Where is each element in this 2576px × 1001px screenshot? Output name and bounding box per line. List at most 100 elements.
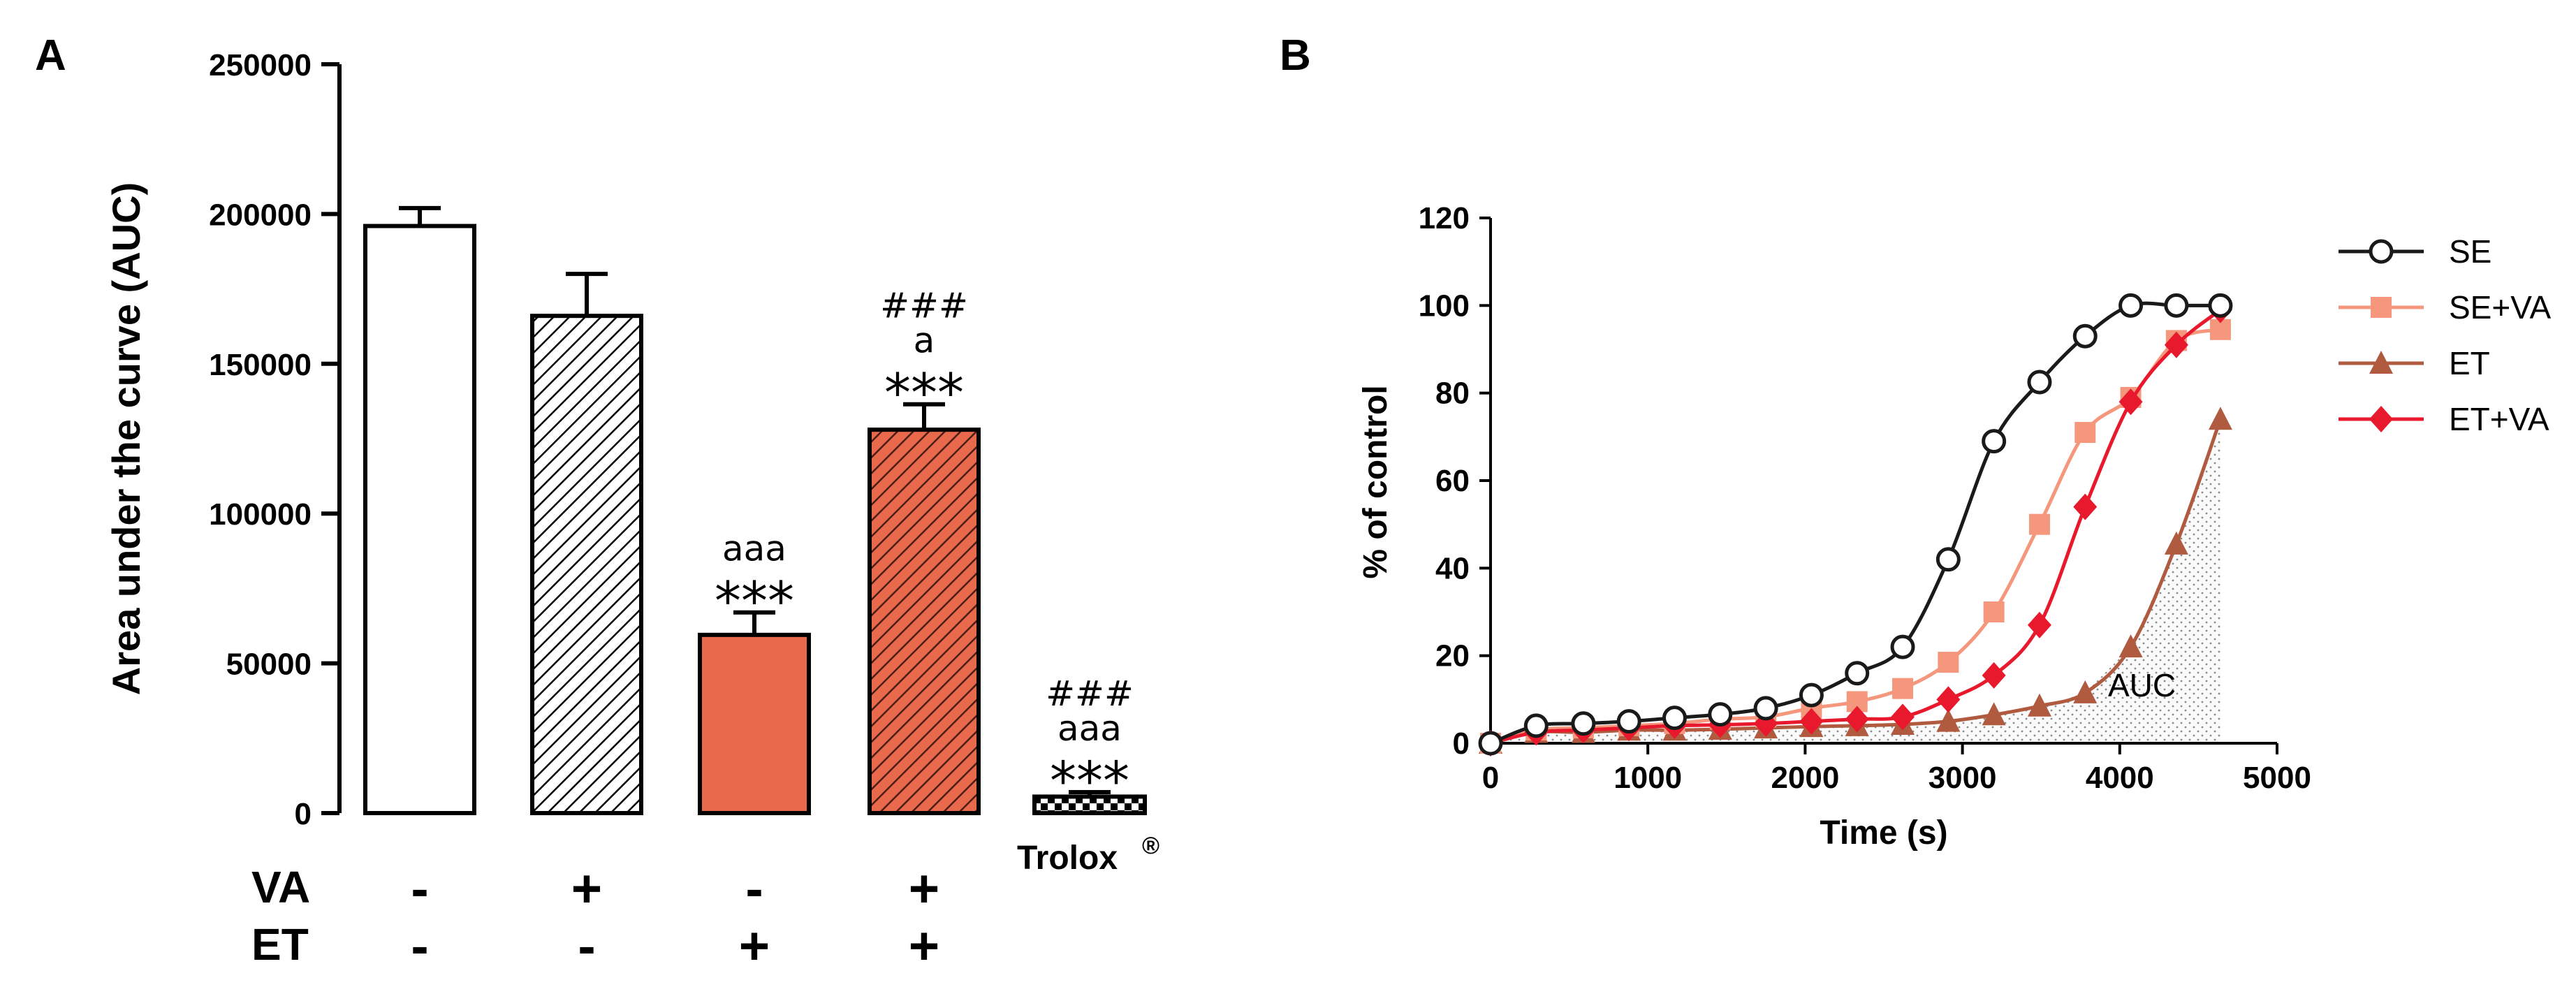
point-se: [1571, 711, 1596, 736]
legend-label-se: SE: [2449, 233, 2491, 270]
point-se-va: [2028, 513, 2050, 535]
legend-marker-se-va: [2371, 297, 2392, 318]
panel-b-x-label: Time (s): [1820, 814, 1947, 852]
bar-va: [530, 314, 643, 815]
significance-va-et-0: ###: [880, 286, 968, 326]
factor-sign: -: [411, 859, 428, 919]
factor-sign: +: [909, 916, 939, 976]
auc-area: [1491, 419, 2220, 743]
point-et-va: [2118, 388, 2143, 416]
legend-marker-et: [2369, 351, 2393, 374]
panel-b-y-label: % of control: [1357, 385, 1394, 578]
point-se: [1753, 696, 1778, 721]
auc-shaded-region: [1491, 419, 2220, 743]
panel-a-y-tick-label: 200000: [209, 198, 312, 232]
point-et-va: [1845, 706, 1869, 733]
point-et-va: [1799, 708, 1824, 735]
bar-va-et: [868, 428, 981, 815]
point-et: [2164, 531, 2188, 555]
point-se: [1799, 682, 1824, 708]
trolox-registered-mark: ®: [1142, 833, 1159, 859]
panel-b-y-tick-label: 0: [1453, 726, 1470, 761]
point-se: [1616, 709, 1641, 734]
bar-control: [363, 224, 476, 815]
legend-label-se-va: SE+VA: [2449, 289, 2551, 326]
point-et: [2027, 693, 2051, 717]
panel-a-annotations: ***aaa***a###***aaa###Trolox ®: [715, 286, 1159, 877]
panel-b-chart: 0 1000 2000 3000 4000 5000 0 20 40 60 80 100 120 Tim…: [1357, 201, 2551, 852]
factor-label-et: ET: [251, 919, 309, 970]
bar-et: [698, 632, 811, 816]
factor-sign: -: [745, 859, 763, 919]
panel-b-y-tick-label: 60: [1435, 464, 1470, 498]
point-se: [1845, 661, 1870, 686]
panel-b-x-tick-label: 5000: [2243, 761, 2311, 795]
point-se: [2072, 323, 2098, 349]
panel-b-x-tick-label: 0: [1482, 761, 1499, 795]
factor-sign: -: [411, 916, 428, 976]
panel-a-chart: 0 50000 100000 150000 200000 250000 Area unde…: [104, 48, 1159, 976]
significance-et-1: ***: [715, 570, 794, 632]
panel-b-label: B: [1280, 31, 1311, 80]
point-se-va: [1983, 601, 2005, 622]
point-et: [1982, 702, 2006, 726]
panel-b-series: [1478, 293, 2233, 757]
panel-b-x-tick-label: 4000: [2086, 761, 2154, 795]
significance-et-0: aaa: [722, 529, 786, 569]
panel-a-bars: [363, 205, 1147, 816]
point-et-va: [1936, 686, 1961, 713]
panel-a-y-tick-label: 150000: [209, 348, 312, 382]
panel-a-y-ticks: 0 50000 100000 150000 200000 250000: [209, 48, 339, 831]
factor-sign: +: [571, 859, 602, 919]
factor-sign: -: [578, 916, 595, 976]
point-se: [2027, 370, 2052, 395]
panel-a-factor-table: VA - + - +ET - - + +: [251, 859, 939, 976]
panel-b-x-tick-label: 2000: [1771, 761, 1839, 795]
point-se: [1890, 634, 1915, 659]
point-et-va: [2027, 611, 2051, 638]
point-se: [1523, 713, 1549, 738]
panel-a-y-tick-label: 250000: [209, 48, 312, 82]
point-et: [2118, 634, 2143, 658]
point-se: [1662, 706, 1687, 731]
point-et: [2073, 680, 2098, 703]
point-se: [1708, 702, 1733, 727]
point-et: [2208, 407, 2232, 430]
panel-a-y-tick-label: 100000: [209, 497, 312, 532]
bar-trolox: [1032, 794, 1147, 816]
panel-b-y-tick-label: 40: [1435, 551, 1470, 585]
point-se: [2118, 293, 2144, 318]
point-et-va: [2164, 331, 2188, 358]
point-se: [1478, 731, 1503, 756]
point-se-va: [2074, 422, 2096, 444]
significance-va-et-2: ***: [884, 362, 964, 424]
point-se: [1935, 547, 1961, 572]
point-et-va: [2073, 493, 2098, 520]
trolox-label: Trolox: [1017, 840, 1118, 877]
point-et: [1936, 708, 1961, 732]
panel-a-y-tick-label: 50000: [226, 648, 312, 682]
panel-a-label: A: [35, 31, 66, 80]
factor-sign: +: [739, 916, 770, 976]
panel-b-y-tick-label: 100: [1419, 288, 1470, 323]
legend-marker-se: [2369, 239, 2394, 264]
panel-a-y-label: Area under the curve (AUC): [104, 182, 148, 695]
point-se: [2164, 293, 2189, 318]
point-et-va: [1982, 662, 2006, 689]
point-et-va: [1891, 703, 1915, 731]
legend-marker-et-va: [2369, 406, 2393, 432]
legend-label-et: ET: [2449, 345, 2490, 381]
panel-b-y-tick-label: 80: [1435, 377, 1470, 411]
legend-label-et-va: ET+VA: [2449, 401, 2549, 437]
point-se-va: [1938, 652, 1959, 673]
panel-b-x-tick-label: 1000: [1613, 761, 1682, 795]
significance-trolox-0: ###: [1046, 673, 1134, 714]
panel-b-legend: SE SE+VA ET ET+VA: [2339, 233, 2551, 437]
factor-label-va: VA: [251, 862, 310, 912]
significance-trolox-1: aaa: [1058, 708, 1122, 749]
point-se: [2208, 293, 2233, 318]
auc-area-tint: [1491, 419, 2220, 743]
factor-sign: +: [909, 859, 939, 919]
panel-b-ticks: 0 1000 2000 3000 4000 5000 0 20 40 60 80 100 120: [1419, 201, 2311, 795]
